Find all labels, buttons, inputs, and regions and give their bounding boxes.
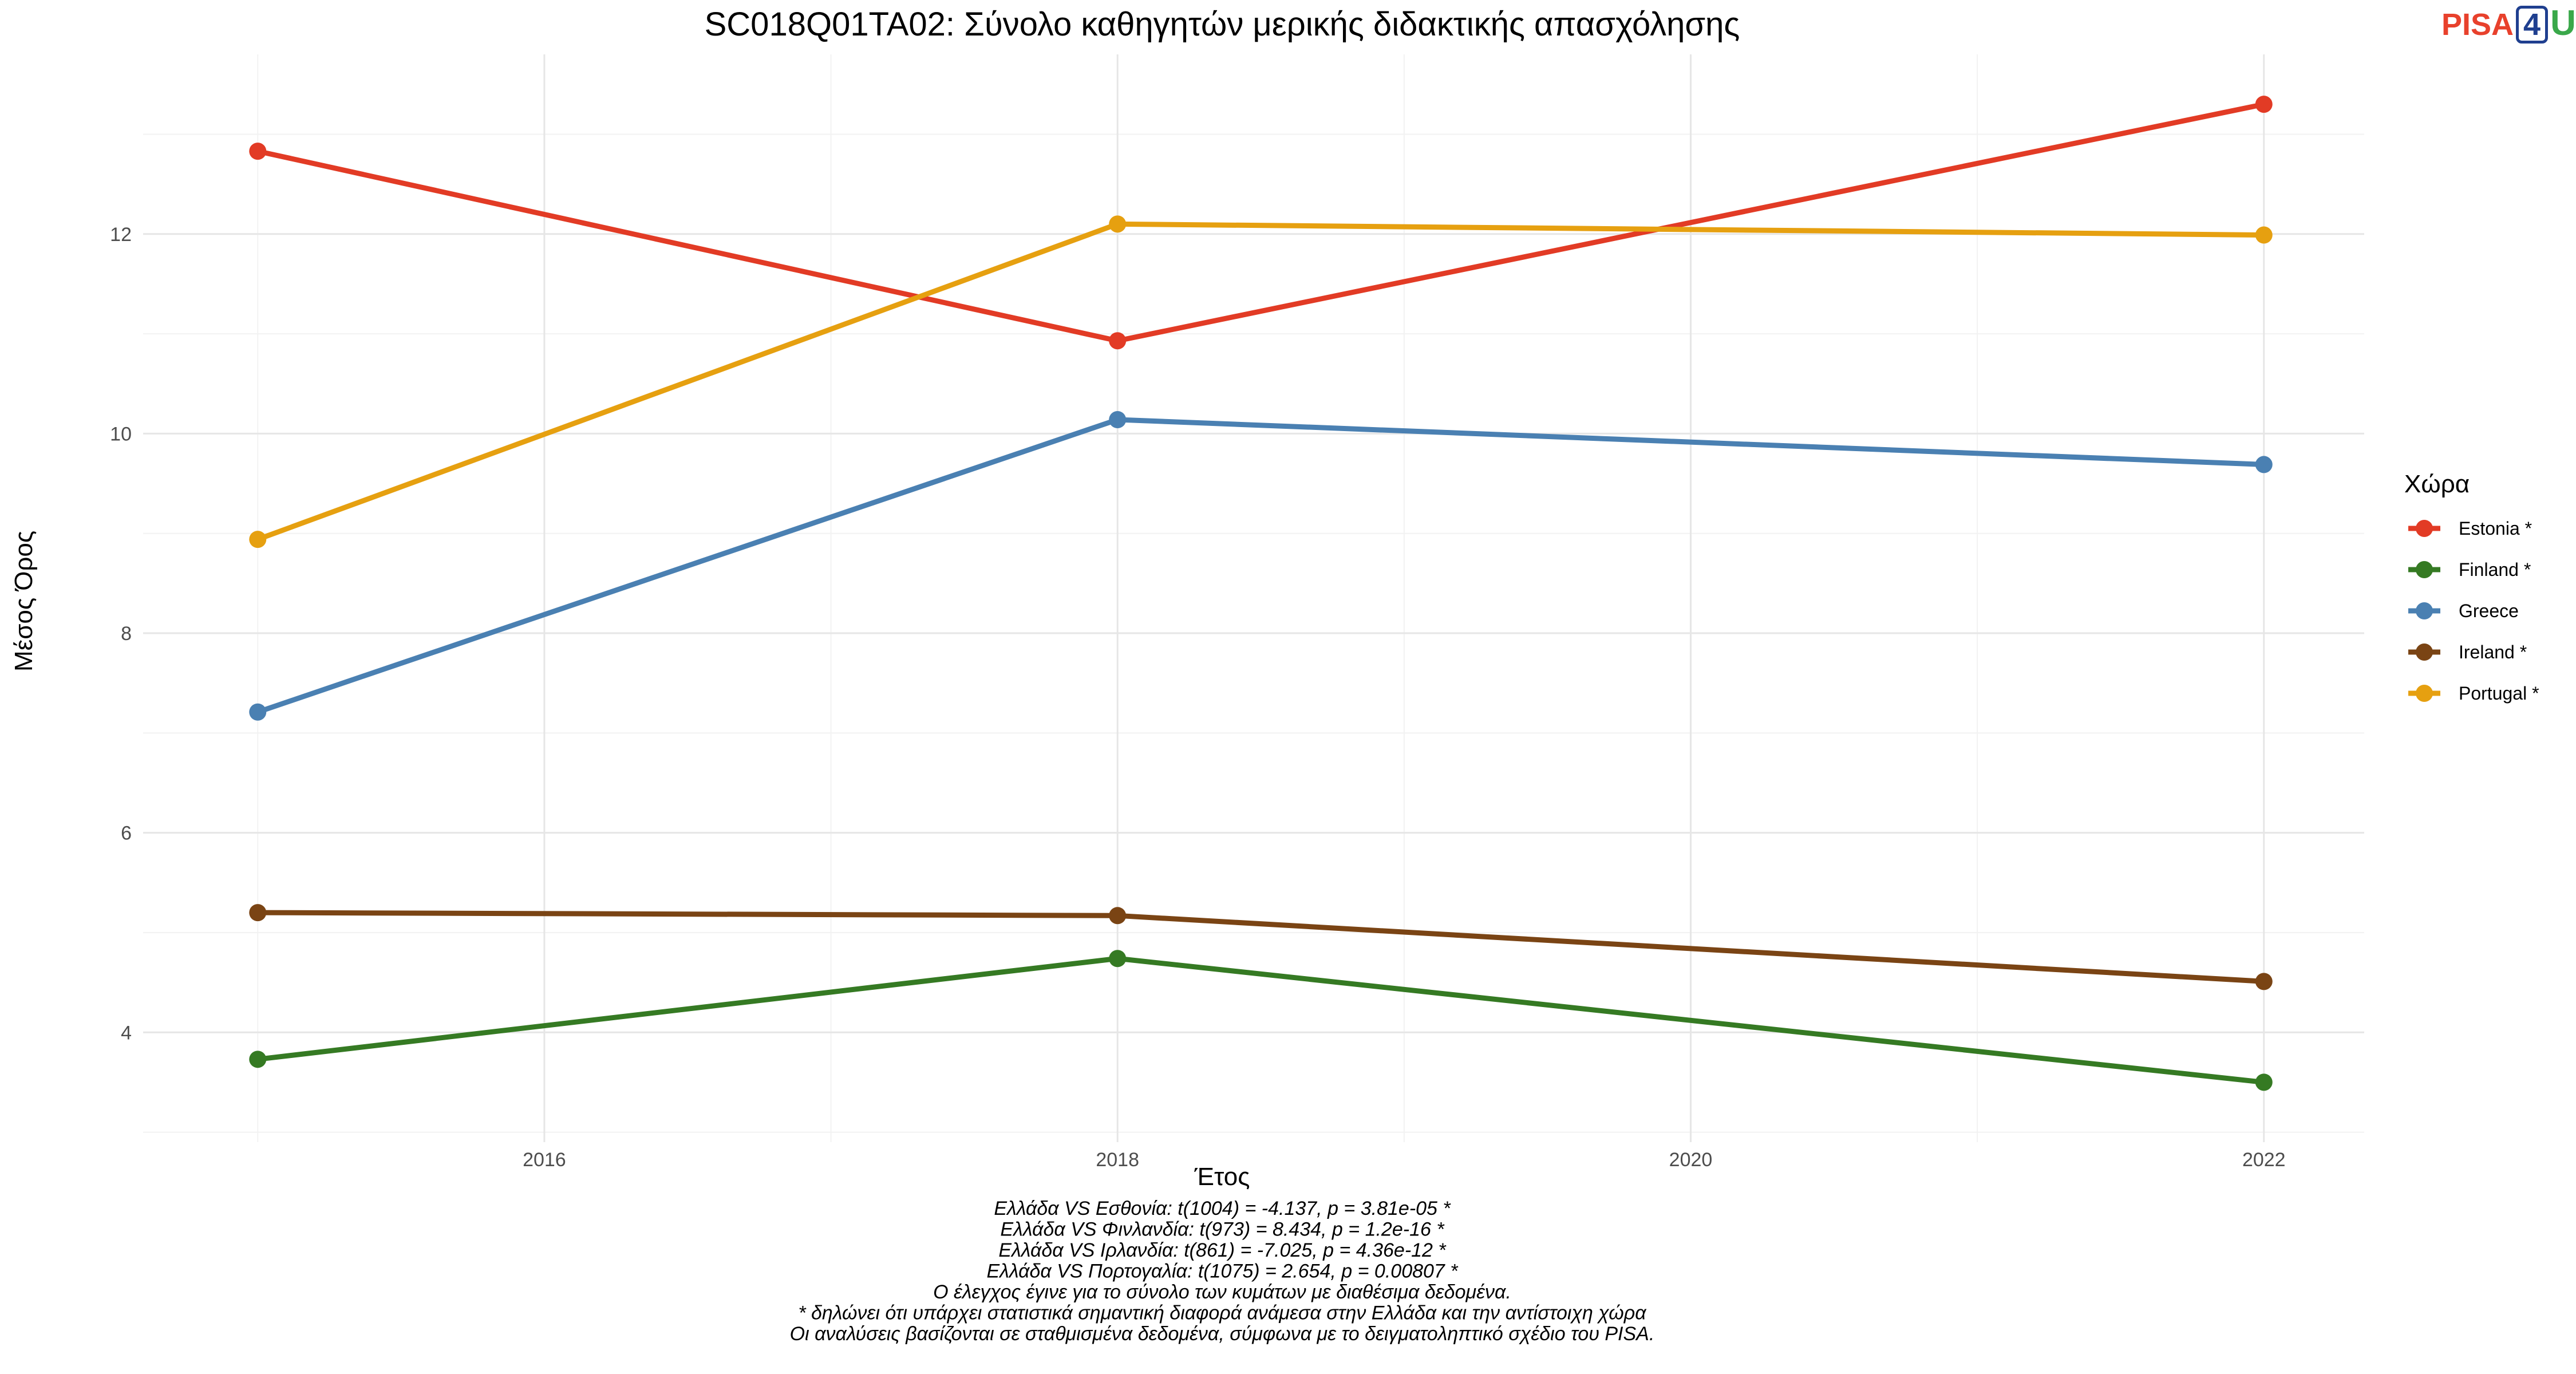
y-tick-label: 4	[121, 1022, 132, 1044]
legend-label: Greece	[2459, 601, 2519, 621]
data-point	[249, 143, 267, 160]
pisa4u-logo: PISA 4 U	[2441, 3, 2576, 44]
y-axis-title: Μέσος Όρος	[10, 531, 38, 672]
y-tick-label: 8	[121, 623, 132, 645]
caption-line: Ελλάδα VS Φινλανδία: t(973) = 8.434, p =…	[1000, 1219, 1445, 1241]
legend-label: Portugal *	[2459, 683, 2539, 704]
series-line	[255, 910, 2267, 984]
chart-title: SC018Q01TA02: Σύνολο καθηγητών μερικής δ…	[705, 6, 1740, 43]
legend-key-point	[2416, 561, 2433, 578]
caption-line: Ελλάδα VS Εσθονία: t(1004) = -4.137, p =…	[994, 1198, 1451, 1219]
data-point	[1109, 332, 1127, 350]
y-tick-label: 10	[110, 423, 132, 445]
legend-title: Χώρα	[2404, 470, 2470, 498]
data-point	[1109, 410, 1127, 428]
chart-caption: Ελλάδα VS Εσθονία: t(1004) = -4.137, p =…	[790, 1198, 1655, 1345]
x-tick-label: 2018	[1096, 1149, 1139, 1171]
legend-key-point	[2416, 643, 2433, 661]
data-point	[2255, 226, 2273, 244]
y-tick-label: 12	[110, 224, 132, 246]
series-line	[255, 956, 2267, 1085]
x-axis-ticks: 2016 2018 2020 2022	[523, 1149, 2286, 1171]
legend-key-point	[2416, 602, 2433, 619]
caption-line: Ελλάδα VS Ιρλανδία: t(861) = -7.025, p =…	[998, 1239, 1447, 1261]
legend-label: Finland *	[2459, 559, 2531, 580]
data-point	[1109, 950, 1127, 968]
legend: Estonia * Finland * Greece Ireland * Portuga…	[2408, 518, 2539, 704]
caption-line: Ο έλεγχος έγινε για το σύνολο των κυμάτω…	[933, 1281, 1511, 1303]
series-line	[255, 417, 2267, 715]
legend-key-point	[2416, 685, 2433, 702]
legend-label: Estonia *	[2459, 518, 2532, 539]
data-point	[2255, 973, 2273, 990]
x-tick-label: 2016	[523, 1149, 566, 1171]
data-point	[249, 703, 267, 721]
legend-key-point	[2416, 520, 2433, 537]
data-point	[2255, 96, 2273, 113]
data-point	[2255, 456, 2273, 473]
x-tick-label: 2020	[1669, 1149, 1713, 1171]
data-point	[2255, 1073, 2273, 1091]
caption-line: * δηλώνει ότι υπάρχει στατιστικά σημαντι…	[798, 1302, 1647, 1324]
data-point	[249, 904, 267, 922]
data-point	[1109, 907, 1127, 925]
y-tick-label: 6	[121, 823, 132, 844]
data-point	[249, 1051, 267, 1068]
y-axis-ticks: 4 6 8 10 12	[110, 224, 132, 1044]
x-tick-label: 2022	[2242, 1149, 2286, 1171]
series-line	[255, 101, 2267, 344]
data-point	[249, 531, 267, 548]
x-axis-title: Έτος	[1194, 1163, 1250, 1191]
data-point	[1109, 215, 1127, 233]
series-line	[255, 221, 2267, 542]
gridlines	[143, 54, 2364, 1142]
caption-line: Οι αναλύσεις βασίζονται σε σταθμισμένα δ…	[790, 1323, 1655, 1345]
series-lines	[249, 96, 2273, 1091]
caption-line: Ελλάδα VS Πορτογαλία: t(1075) = 2.654, p…	[986, 1261, 1459, 1282]
legend-label: Ireland *	[2459, 642, 2527, 662]
